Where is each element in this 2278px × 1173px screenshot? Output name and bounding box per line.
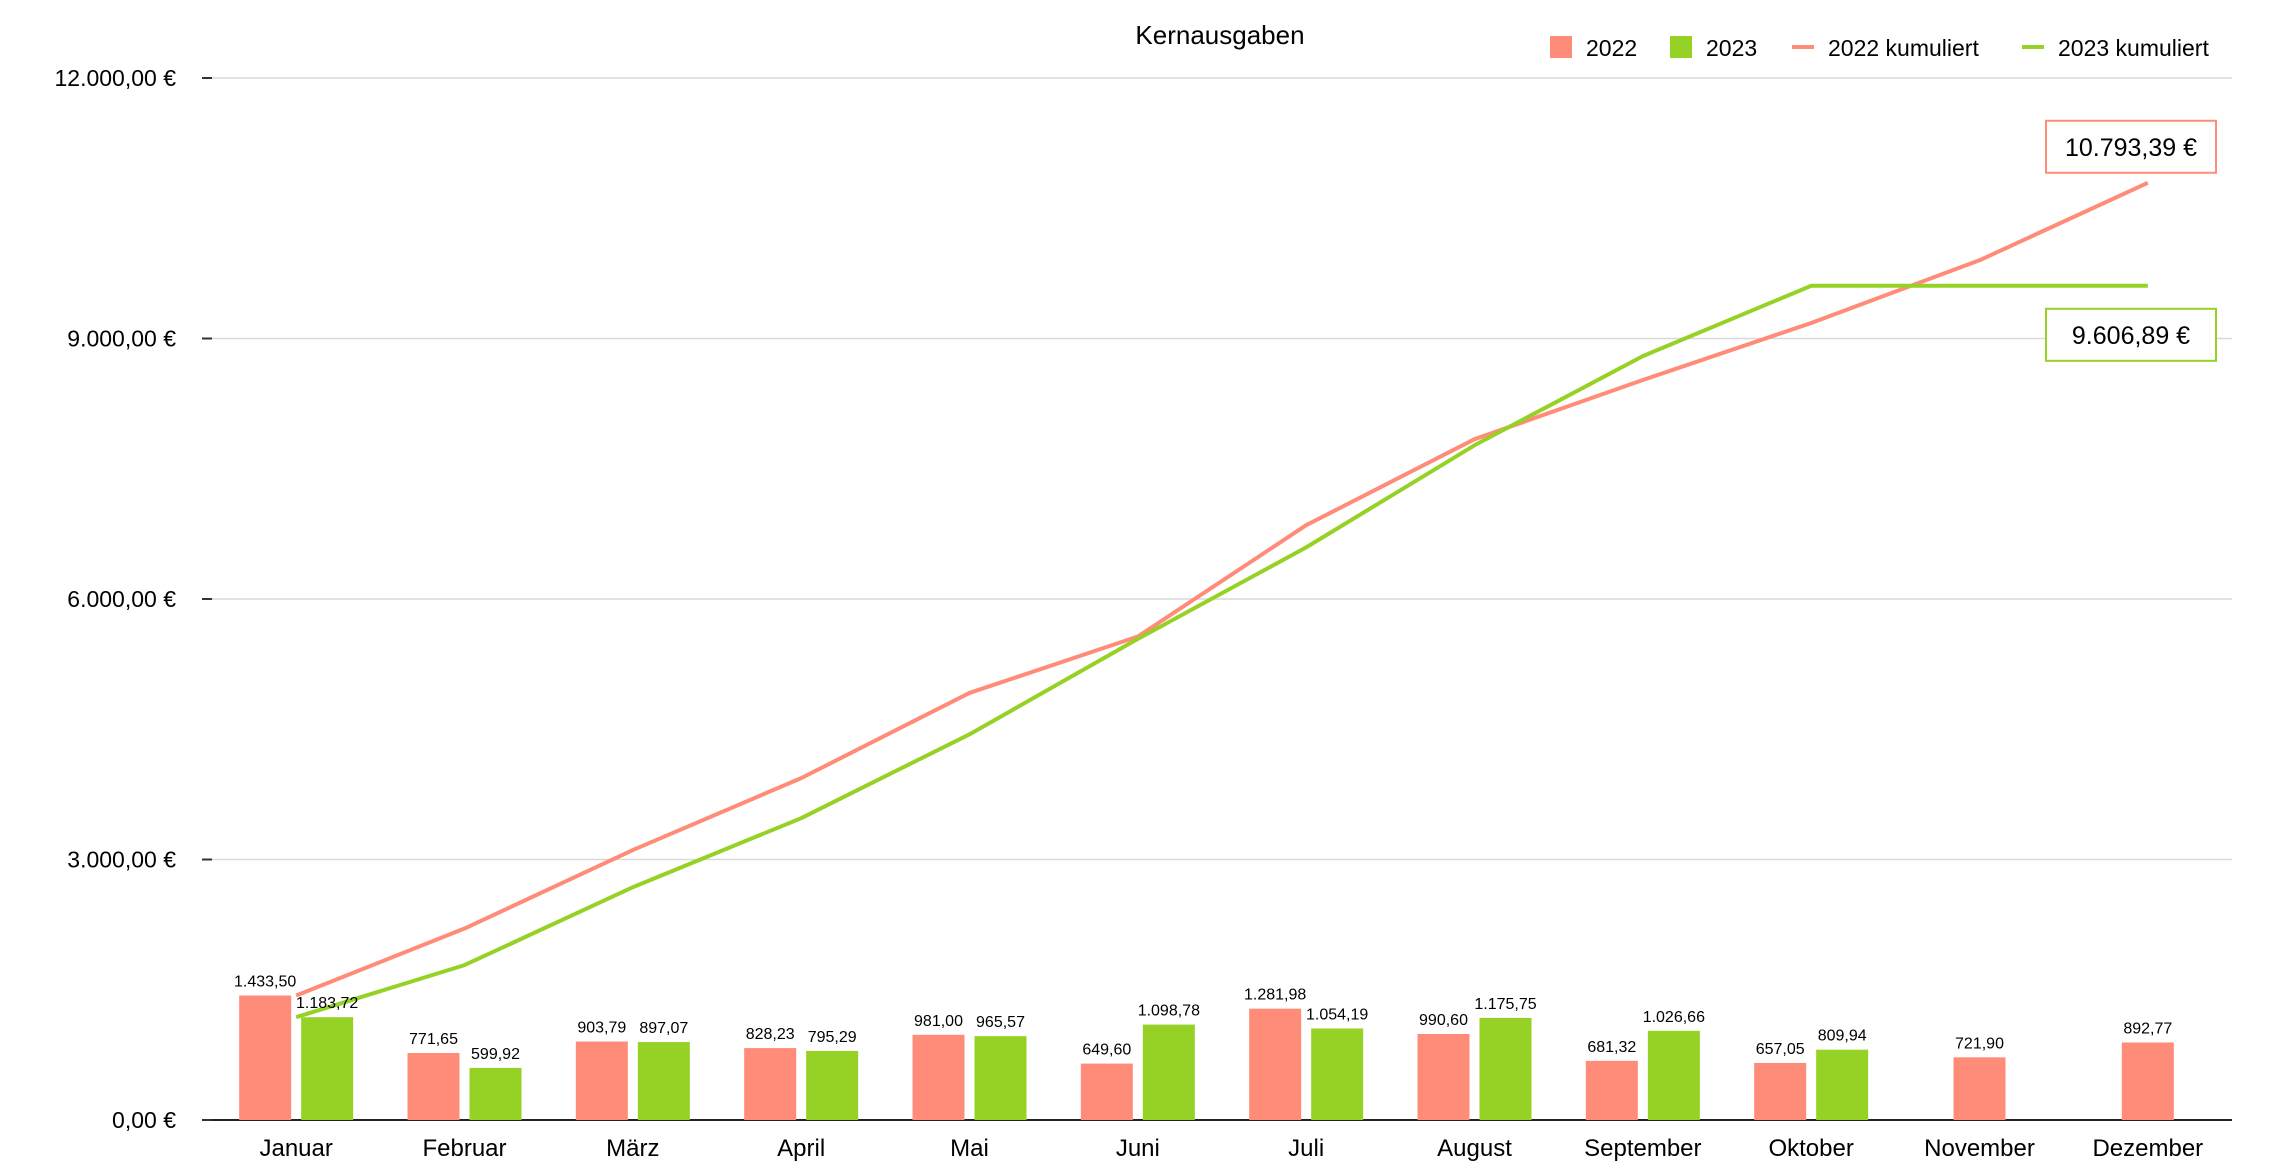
bar-2023 [1816,1049,1869,1120]
bar-2023 [469,1067,522,1120]
end-value-box [2045,119,2217,174]
bar-data-label: 1.054,19 [1306,1006,1368,1023]
bar-data-label: 795,29 [808,1029,857,1046]
y-tick-label: 3.000,00 € [67,847,176,873]
line-2022-kumuliert [295,180,2149,998]
bar-data-label: 965,57 [976,1014,1025,1031]
label-layer: 1.433,501.183,72 771,65 599,92 903,79 897,07… [234,119,2217,1063]
x-tick-label: Juni [1116,1135,1160,1162]
bar-2022 [912,1034,965,1120]
bar-2023 [1142,1024,1195,1120]
x-tick-label: Dezember [2092,1135,2203,1162]
bar-2023 [806,1050,859,1120]
bar-2023 [1311,1028,1364,1120]
axis-layer: 0,00 € 3.000,00 € 6.000,00 € 9.000,00 € 12.0… [54,65,2232,1162]
bar-data-label: 649,60 [1082,1042,1131,1059]
bar-data-label: 897,07 [639,1020,688,1037]
bar-2022 [744,1048,797,1120]
bar-data-label: 1.433,50 [234,974,296,991]
legend-label: 2022 [1586,35,1637,61]
end-value-label: 9.606,89 € [2072,322,2190,350]
legend-label: 2022 kumuliert [1828,35,1979,61]
legend-swatch [1670,36,1692,58]
x-tick-label: Februar [422,1135,506,1162]
end-value-label: 10.793,39 € [2065,134,2197,162]
x-tick-label: April [777,1135,825,1162]
bar-data-label: 809,94 [1818,1028,1867,1045]
bar-2022 [239,995,292,1120]
x-tick-label: Juli [1288,1135,1324,1162]
x-tick-label: September [1584,1135,1701,1162]
y-tick-label: 0,00 € [112,1107,176,1133]
bar-data-label: 681,32 [1587,1039,1636,1056]
x-tick-label: Mai [950,1135,989,1162]
bar-2023 [637,1042,690,1120]
bar-data-label: 771,65 [409,1031,458,1048]
grid-layer [212,77,2232,861]
bar-data-label: 990,60 [1419,1012,1468,1029]
x-tick-label: Januar [259,1135,332,1162]
legend: 2022 2023 2022 kumuliert 2023 kumuliert [1550,35,2209,61]
end-value-box [2045,307,2217,362]
bar-2023 [1479,1017,1532,1120]
bar-2022 [1080,1063,1133,1120]
bar-2022 [407,1052,460,1120]
bar-2022 [1417,1033,1470,1120]
bar-data-label: 981,00 [914,1013,963,1030]
bar-layer [239,995,2174,1120]
bar-data-label: 721,90 [1955,1035,2004,1052]
x-tick-label: März [606,1135,659,1162]
x-tick-label: Oktober [1768,1135,1853,1162]
legend-label: 2023 [1706,35,1757,61]
bar-data-label: 1.183,72 [296,995,358,1012]
bar-2022 [1953,1057,2006,1120]
bar-data-label: 657,05 [1756,1041,1805,1058]
bar-2023 [301,1017,354,1120]
line-layer [295,180,2149,1020]
y-tick-label: 12.000,00 € [54,65,176,91]
bar-data-label: 828,23 [746,1026,795,1043]
bar-data-label: 903,79 [577,1020,626,1037]
bar-2022 [1249,1008,1302,1120]
bar-data-label: 892,77 [2123,1020,2172,1037]
chart-title: Kernausgaben [1135,20,1304,50]
bar-2022 [1585,1060,1638,1120]
bar-data-label: 599,92 [471,1046,520,1063]
line-2023-kumuliert [295,283,2148,1020]
legend-label: 2023 kumuliert [2058,35,2209,61]
bar-data-label: 1.026,66 [1643,1009,1705,1026]
bar-2022 [1754,1062,1807,1120]
x-tick-label: August [1437,1135,1512,1162]
y-tick-label: 9.000,00 € [67,326,176,352]
bar-2022 [2121,1042,2174,1120]
x-tick-label: November [1924,1135,2035,1162]
legend-swatch [1550,36,1572,58]
bar-data-label: 1.281,98 [1244,987,1306,1004]
bar-2022 [575,1041,628,1120]
bar-data-label: 1.098,78 [1138,1003,1200,1020]
bar-2023 [974,1036,1027,1120]
y-tick-label: 6.000,00 € [67,586,176,612]
bar-data-label: 1.175,75 [1474,996,1536,1013]
bar-2023 [1647,1030,1700,1120]
